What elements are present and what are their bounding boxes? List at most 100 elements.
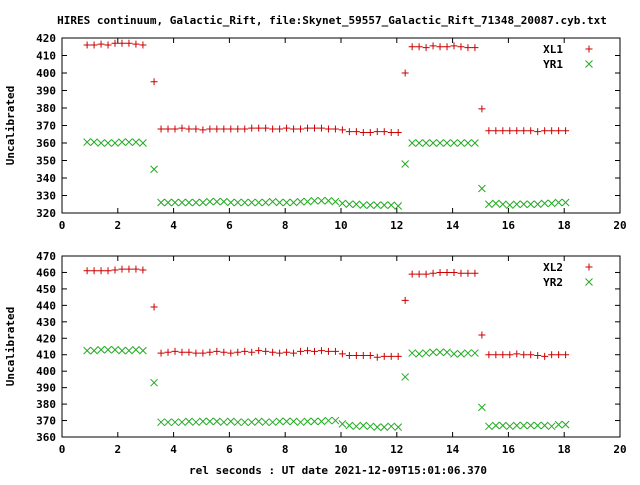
series-yr2 <box>83 345 570 431</box>
data-point <box>394 423 403 431</box>
x-tick-label: 6 <box>226 219 233 232</box>
data-point <box>485 200 493 209</box>
data-point <box>104 267 112 275</box>
x-tick-label: 14 <box>446 219 460 232</box>
top-panel: 0 2 4 6 8 10 12 14 16 18 20 320 330 340 350 360 370 380 39… <box>4 32 627 232</box>
data-point <box>199 417 207 426</box>
data-point <box>478 105 486 113</box>
x-tick-label: 0 <box>59 219 66 232</box>
data-point <box>429 42 437 50</box>
data-point <box>338 126 346 134</box>
data-point <box>513 350 521 358</box>
data-point <box>554 198 563 207</box>
data-point <box>255 347 263 355</box>
data-point <box>331 197 340 206</box>
data-point <box>282 417 291 426</box>
y-tick-label: 390 <box>36 85 56 98</box>
y-tick-label: 440 <box>36 299 56 312</box>
y-tick-label: 340 <box>36 172 56 185</box>
data-point <box>555 127 563 135</box>
data-point <box>464 349 472 357</box>
data-point <box>240 418 249 427</box>
data-point <box>254 198 263 207</box>
x-tick-label: 20 <box>613 219 626 232</box>
data-point <box>527 351 535 359</box>
data-point <box>505 422 514 431</box>
y-tick-label: 450 <box>36 283 56 296</box>
data-point <box>226 417 235 426</box>
y-tick-label: 400 <box>36 365 56 378</box>
data-point <box>527 127 535 135</box>
data-point <box>247 418 256 427</box>
data-point <box>561 420 570 429</box>
data-point <box>562 351 570 359</box>
data-point <box>471 349 479 357</box>
data-point <box>450 139 458 147</box>
legend-label: YR1 <box>543 58 563 71</box>
data-point <box>540 199 549 208</box>
data-point <box>422 139 430 147</box>
data-point <box>491 199 500 208</box>
data-point <box>164 418 172 427</box>
data-point <box>234 125 242 133</box>
legend-label: YR2 <box>543 276 563 289</box>
data-point <box>111 266 119 274</box>
data-point <box>268 418 277 427</box>
data-point <box>471 44 479 52</box>
data-point <box>90 41 98 49</box>
data-point <box>317 417 326 426</box>
data-point <box>185 417 193 426</box>
data-point <box>248 124 256 132</box>
x-tick-label: 18 <box>558 219 571 232</box>
data-point <box>401 373 410 381</box>
data-point <box>519 421 528 430</box>
data-point <box>499 127 507 135</box>
data-point <box>220 125 228 133</box>
data-point <box>206 125 214 133</box>
data-point <box>513 127 521 135</box>
data-point <box>248 348 256 356</box>
data-point <box>261 418 270 427</box>
data-point <box>443 348 451 357</box>
data-point <box>562 127 570 135</box>
data-point <box>192 125 200 133</box>
data-point <box>297 347 305 355</box>
data-point <box>359 421 368 430</box>
data-point <box>206 417 214 426</box>
y-tick-label: 390 <box>36 382 56 395</box>
data-point <box>125 265 133 273</box>
data-point <box>443 43 451 51</box>
legend-marker <box>585 263 593 271</box>
data-point <box>262 347 270 355</box>
data-point <box>436 139 444 147</box>
y-tick-label: 410 <box>36 349 56 362</box>
data-point <box>498 200 507 209</box>
data-point <box>97 345 105 354</box>
data-point <box>132 138 140 146</box>
data-point <box>178 198 186 207</box>
data-point <box>213 347 221 355</box>
x-tick-label: 16 <box>502 443 516 456</box>
data-point <box>506 127 514 135</box>
data-point <box>464 269 472 277</box>
data-point <box>450 268 458 276</box>
data-point <box>212 197 221 206</box>
data-point <box>366 422 375 431</box>
data-point <box>415 43 423 51</box>
data-point <box>505 201 514 209</box>
series-yr1 <box>83 138 570 210</box>
data-point <box>317 347 325 355</box>
data-point <box>185 125 193 133</box>
data-point <box>443 139 451 147</box>
data-point <box>547 199 556 208</box>
data-point <box>139 266 147 274</box>
data-point <box>132 265 140 273</box>
data-point <box>408 43 416 51</box>
data-point <box>478 331 486 339</box>
data-point <box>394 129 402 136</box>
data-point <box>401 69 409 77</box>
data-point <box>150 165 158 174</box>
x-tick-label: 4 <box>170 219 177 232</box>
y-tick-label: 430 <box>36 316 56 329</box>
